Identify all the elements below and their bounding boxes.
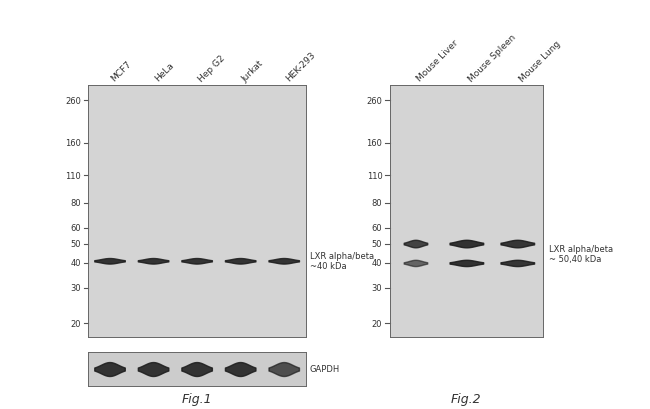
Text: 260: 260 xyxy=(66,97,81,106)
Text: 110: 110 xyxy=(367,171,382,180)
Text: Fig.1: Fig.1 xyxy=(181,392,212,405)
Text: 40: 40 xyxy=(71,259,81,268)
Text: Mouse Liver: Mouse Liver xyxy=(415,38,460,83)
Text: 50: 50 xyxy=(71,240,81,248)
Text: GAPDH: GAPDH xyxy=(310,364,340,373)
Text: HEK-293: HEK-293 xyxy=(284,50,317,83)
Text: Fig.2: Fig.2 xyxy=(451,392,482,405)
Text: Mouse Lung: Mouse Lung xyxy=(517,39,562,83)
Text: 60: 60 xyxy=(372,224,382,233)
Text: 80: 80 xyxy=(372,199,382,208)
Text: 50: 50 xyxy=(372,240,382,248)
Text: 260: 260 xyxy=(367,97,382,106)
Text: LXR alpha/beta
~40 kDa: LXR alpha/beta ~40 kDa xyxy=(310,252,374,271)
Text: 110: 110 xyxy=(66,171,81,180)
Text: 160: 160 xyxy=(367,139,382,148)
Text: 30: 30 xyxy=(71,284,81,293)
Text: LXR alpha/beta
~ 50,40 kDa: LXR alpha/beta ~ 50,40 kDa xyxy=(549,244,613,263)
Text: 20: 20 xyxy=(71,319,81,328)
Text: 20: 20 xyxy=(372,319,382,328)
Text: 30: 30 xyxy=(372,284,382,293)
Text: Jurkat: Jurkat xyxy=(240,58,265,83)
Text: 40: 40 xyxy=(372,259,382,268)
Text: MCF7: MCF7 xyxy=(109,59,133,83)
Text: HeLa: HeLa xyxy=(153,61,176,83)
Text: 80: 80 xyxy=(71,199,81,208)
Text: Mouse Spleen: Mouse Spleen xyxy=(467,32,517,83)
Text: 60: 60 xyxy=(71,224,81,233)
Text: 160: 160 xyxy=(66,139,81,148)
Text: Hep G2: Hep G2 xyxy=(196,53,227,83)
